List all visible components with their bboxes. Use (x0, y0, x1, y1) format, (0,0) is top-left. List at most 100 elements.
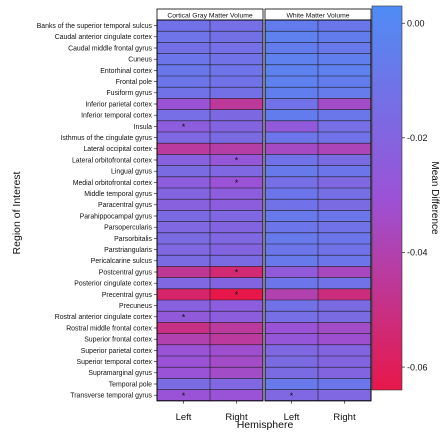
region-label: Entorhinal cortex (100, 68, 152, 75)
heatmap-cell (210, 31, 263, 43)
region-label: Lateral occipital cortex (83, 146, 152, 153)
panel-frame (156, 19, 264, 402)
heatmap-cell (210, 132, 263, 144)
heatmap-cell (265, 232, 318, 244)
hemisphere-tick-label: Right (333, 412, 356, 423)
heatmap-cell (265, 210, 318, 222)
significance-marker: * (290, 391, 294, 401)
region-label: Parahippocampal gyrus (80, 213, 153, 220)
heatmap-cell (157, 232, 210, 244)
region-label: Parsorbitalis (114, 236, 152, 243)
heatmap-cell (157, 109, 210, 121)
heatmap-cell (318, 98, 371, 110)
panel-header-label: White Matter Volume (286, 13, 349, 20)
heatmap-cell (210, 109, 263, 121)
region-label: Temporal pole (109, 381, 152, 388)
heatmap-cell (265, 98, 318, 110)
significance-marker: * (182, 122, 186, 132)
heatmap-cell (157, 132, 210, 144)
region-label: Frontal pole (116, 79, 153, 86)
heatmap-cell (265, 42, 318, 54)
heatmap-cell (157, 356, 210, 368)
region-label: Superior temporal cortex (77, 359, 153, 366)
region-label: Precentral gyrus (102, 292, 153, 299)
heatmap-cell (265, 143, 318, 155)
heatmap-cell (265, 188, 318, 200)
heatmap-cell (318, 154, 371, 166)
heatmap-cell (318, 221, 371, 233)
heatmap-cell (265, 64, 318, 76)
heatmap-cell (210, 143, 263, 155)
region-label: Transverse temporal gyrus (70, 393, 152, 400)
heatmap-cell (157, 20, 210, 32)
heatmap-cell (157, 255, 210, 267)
x-axis-title: Hemisphere (237, 419, 294, 431)
colorbar-gradient (371, 5, 403, 391)
heatmap-cell (265, 300, 318, 312)
heatmap-cell (318, 266, 371, 278)
heatmap-cell (210, 300, 263, 312)
region-label: Paracentral gyrus (98, 202, 153, 209)
heatmap-cell (265, 87, 318, 99)
heatmap-cell (318, 255, 371, 267)
heatmap-cell (265, 31, 318, 43)
region-label: Posterior cingulate cortex (74, 281, 152, 288)
significance-marker: * (182, 312, 186, 322)
region-labels: Banks of the superior temporal sulcus Cau… (37, 23, 157, 400)
heatmap-cell (318, 333, 371, 345)
heatmap-cell (318, 356, 371, 368)
region-label: Caudal middle frontal gyrus (68, 45, 152, 52)
heatmap-cell (318, 311, 371, 323)
heatmap-cell (265, 199, 318, 211)
heatmap-cell (210, 367, 263, 379)
heatmap-cell (157, 87, 210, 99)
significance-marker: * (235, 290, 239, 300)
region-label: Parstriangularis (104, 247, 152, 254)
region-label: Pericalcarine sulcus (91, 258, 153, 265)
heatmap-cell (265, 154, 318, 166)
heatmap-cell (318, 31, 371, 43)
heatmap-cell (210, 333, 263, 345)
heatmap-cell (265, 288, 318, 300)
heatmap-cell (265, 389, 318, 401)
panel-headers: Cortical Gray Matter Volume White Matter … (156, 8, 372, 21)
heatmap-cell (210, 120, 263, 132)
heatmap-cell (157, 288, 210, 300)
heatmap-cell (318, 64, 371, 76)
heatmap-cell (210, 344, 263, 356)
panel-frame (264, 19, 372, 402)
heatmap-cell (265, 132, 318, 144)
heatmap-cell (157, 42, 210, 54)
heatmap-cell (157, 64, 210, 76)
heatmap-cell (265, 165, 318, 177)
heatmap-cell (265, 333, 318, 345)
heatmap-cell (210, 98, 263, 110)
region-label: Banks of the superior temporal sulcus (37, 23, 153, 30)
heatmap-cell (210, 20, 263, 32)
heatmap-cell (210, 255, 263, 267)
heatmap-cell (265, 76, 318, 88)
heatmap-cell (157, 31, 210, 43)
colorbar: 0.00 -0.02 -0.04 -0.06 (371, 5, 428, 391)
heatmap-cell (265, 255, 318, 267)
heatmap-cell (318, 232, 371, 244)
heatmap-cell (157, 277, 210, 289)
region-label: Rostral middle frontal cortex (66, 325, 152, 332)
colorbar-ticks: 0.00 -0.02 -0.04 -0.06 (402, 18, 428, 372)
heatmap-cell (210, 378, 263, 390)
heatmap-cell (318, 76, 371, 88)
heatmap-cell (210, 266, 263, 278)
heatmap-cell (210, 64, 263, 76)
hemisphere-tick-labels: Left Right Left Right (176, 400, 356, 423)
heatmap-cell (210, 76, 263, 88)
region-label: Inferior parietal cortex (85, 101, 152, 108)
heatmap-cell (157, 367, 210, 379)
significance-marker: * (235, 178, 239, 188)
significance-marker: * (235, 156, 239, 166)
heatmap-cell (318, 109, 371, 121)
heatmap-cell (210, 356, 263, 368)
heatmap-cell (265, 266, 318, 278)
heatmap-cell (318, 120, 371, 132)
heatmap-cell (157, 143, 210, 155)
